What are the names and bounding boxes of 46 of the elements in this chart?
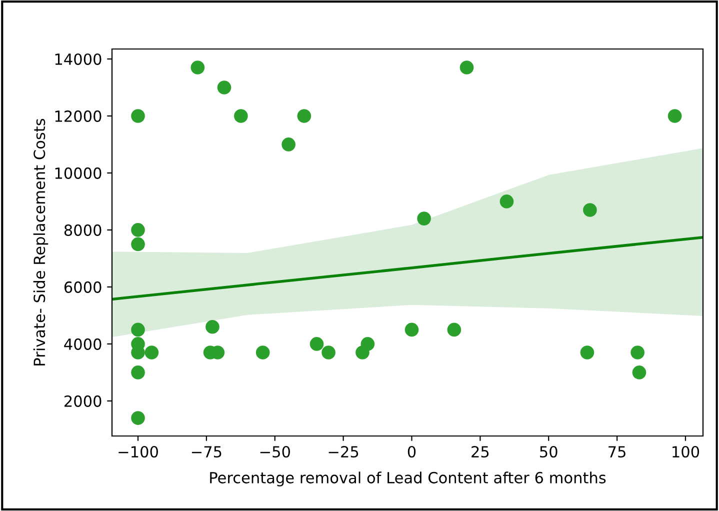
point <box>297 109 312 123</box>
point <box>217 80 232 94</box>
point <box>632 366 646 380</box>
point <box>668 109 682 123</box>
point <box>580 346 594 360</box>
x-tick-label: 50 <box>540 446 558 458</box>
point <box>131 366 145 380</box>
point <box>583 203 597 217</box>
x-tick-label: 100 <box>672 446 700 458</box>
point <box>131 223 145 237</box>
point <box>131 237 145 252</box>
y-tick-label: 12000 <box>55 110 102 122</box>
x-tick-label: −25 <box>328 446 358 458</box>
point <box>447 322 462 337</box>
point <box>131 109 145 123</box>
x-tick-label: 75 <box>608 446 626 458</box>
point <box>206 320 220 334</box>
point <box>322 346 336 360</box>
y-tick-label: 2000 <box>64 395 102 407</box>
point <box>190 60 205 74</box>
x-tick-label: 0 <box>408 446 416 458</box>
point <box>360 337 375 351</box>
x-tick-label: −75 <box>192 446 222 458</box>
point <box>630 346 644 360</box>
point <box>234 109 248 123</box>
y-axis-title: Private- Side Replacement Costs <box>33 118 48 366</box>
point <box>310 337 324 351</box>
x-axis-title: Percentage removal of Lead Content after 6 months <box>210 472 606 486</box>
y-tick-label: 4000 <box>64 338 102 350</box>
line-series <box>112 236 703 301</box>
y-tick-label: 6000 <box>64 281 102 293</box>
point <box>131 322 145 337</box>
x-tick-label: 25 <box>472 446 489 458</box>
point <box>460 60 474 74</box>
point <box>282 138 296 152</box>
x-tick-label: −50 <box>260 446 290 458</box>
y-tick-label: 10000 <box>55 167 102 179</box>
point <box>144 346 159 360</box>
y-tick-label: 8000 <box>64 224 102 236</box>
y-tick-label: 14000 <box>55 53 102 65</box>
point <box>404 322 419 337</box>
point <box>256 346 270 360</box>
point <box>131 411 145 425</box>
x-tick-label: −100 <box>118 446 158 458</box>
point <box>417 212 431 226</box>
point <box>500 194 514 208</box>
